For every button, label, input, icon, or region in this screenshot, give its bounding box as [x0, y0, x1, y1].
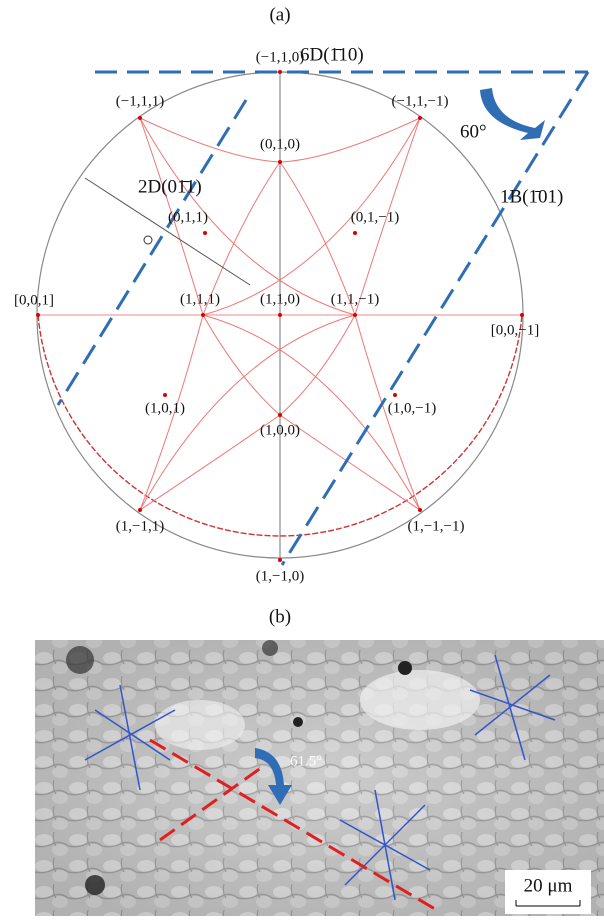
pole-label: (1,1,−1): [331, 291, 379, 307]
pole: [418, 116, 422, 120]
pole: [520, 313, 524, 317]
pole-label: (1,1,0): [260, 291, 300, 307]
micrograph: [35, 640, 604, 916]
scale-bar-label: 20 μm: [524, 875, 573, 896]
pole: [138, 116, 142, 120]
panel-label: (a): [269, 4, 290, 25]
pole-label: (−1,1,−1): [392, 93, 449, 109]
pole-label: (1,0,0): [260, 422, 300, 438]
pole: [278, 558, 282, 562]
annotation: 2D(01̄1): [138, 176, 202, 197]
pole: [163, 393, 167, 397]
pole-label: (1,−1,1): [116, 518, 164, 534]
stereogram: [37, 72, 588, 565]
angle-label: 61.5°: [290, 753, 322, 769]
pole-label: [0,0,1]: [14, 292, 54, 308]
pole-label: (1,−1,−1): [408, 518, 465, 534]
pole-label: (1,1,1): [180, 291, 220, 307]
figure: (a) 6D(1̄10) 1B(1̄01) 2D(01̄1) 60° (b): [0, 0, 604, 916]
pole-label: (0,1,1): [168, 209, 208, 225]
pole: [278, 413, 282, 417]
pole: [353, 313, 357, 317]
pole: [36, 313, 40, 317]
pole: [278, 160, 282, 164]
annotation: 60°: [460, 121, 487, 142]
pole: [353, 231, 357, 235]
pole: [278, 70, 282, 74]
rotation-arrow: [480, 88, 545, 140]
pole-label: (1,0,−1): [388, 400, 436, 416]
marker: [144, 236, 152, 244]
pole-label: (1,−1,0): [256, 568, 304, 584]
pole-label: (1,0,1): [145, 400, 185, 416]
panel-label: (b): [269, 606, 291, 627]
annotation: 6D(1̄10): [300, 44, 364, 65]
pole-label: (0,1,0): [260, 136, 300, 152]
pole: [393, 393, 397, 397]
pole-label: (−1,1,1): [116, 93, 164, 109]
pole: [418, 508, 422, 512]
pole-label: [0,0,−1]: [491, 322, 539, 338]
pole: [203, 231, 207, 235]
pole-label: (−1,1,0): [256, 49, 304, 65]
pole: [138, 508, 142, 512]
pole: [278, 313, 282, 317]
pole-label: (0,1,−1): [351, 209, 399, 225]
annotation: 1B(1̄01): [500, 186, 563, 207]
trace-lines: [58, 72, 588, 565]
pole: [201, 313, 205, 317]
